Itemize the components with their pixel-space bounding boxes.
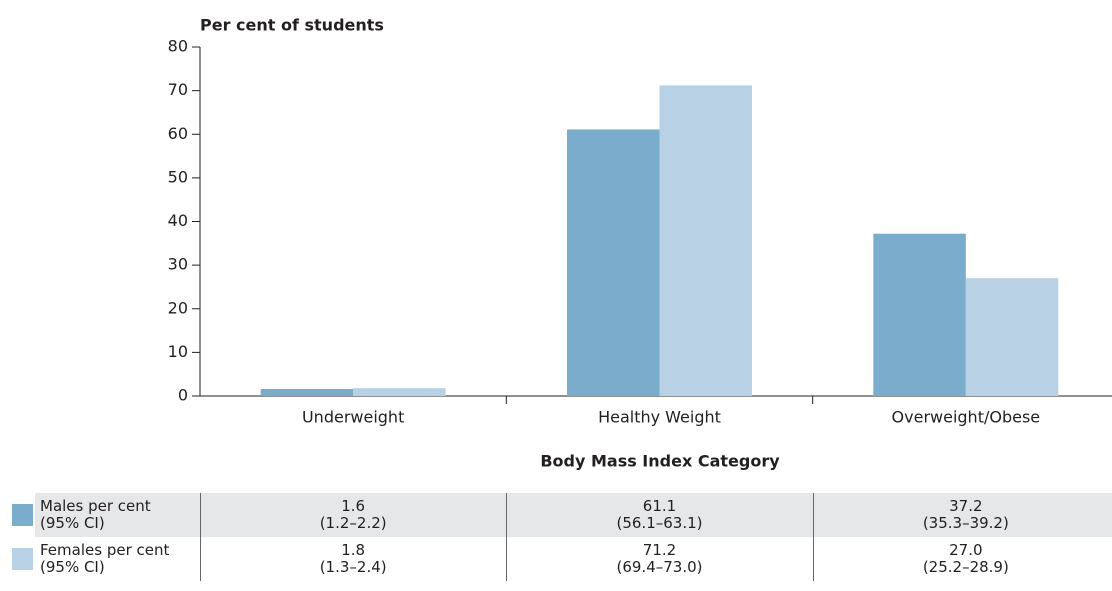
y-tick-label: 80 — [168, 37, 188, 56]
bar — [353, 388, 446, 396]
table-divider — [200, 493, 201, 581]
value-label: 37.2 — [949, 497, 983, 515]
table-divider — [812, 493, 814, 581]
ci-label: (69.4–73.0) — [616, 558, 703, 576]
legend-label: Males per cent (95% CI) — [40, 497, 151, 532]
legend-label: Females per cent (95% CI) — [40, 541, 170, 576]
y-tick-label: 60 — [168, 124, 188, 143]
value-label: 1.8 — [341, 541, 366, 559]
x-tick-label: Overweight/Obese — [892, 408, 1041, 427]
ci-label: (56.1–63.1) — [616, 514, 703, 532]
table-divider — [506, 493, 508, 581]
legend-swatch — [12, 504, 33, 526]
y-tick-label: 40 — [168, 211, 188, 230]
bar — [873, 233, 966, 396]
value-label: 1.6 — [341, 497, 366, 515]
y-tick-label: 70 — [168, 80, 188, 99]
bar — [260, 389, 354, 396]
ci-label: (35.3–39.2) — [922, 514, 1009, 532]
table-cell: 27.0 (25.2–28.9) — [813, 537, 1112, 581]
value-label: 71.2 — [642, 541, 677, 559]
ci-label: (1.2–2.2) — [319, 514, 387, 532]
table-cell: 61.1 (56.1–63.1) — [506, 493, 812, 537]
table-cell: 37.2 (35.3–39.2) — [813, 493, 1112, 537]
x-tick-label: Healthy Weight — [598, 408, 721, 427]
table-cell: 71.2 (69.4–73.0) — [506, 537, 812, 581]
value-label: 61.1 — [642, 497, 677, 515]
y-tick-label: 20 — [168, 298, 188, 317]
table-row: 1.8 (1.3–2.4) 71.2 (69.4–73.0) 27.0 (25.2–28.… — [35, 537, 1112, 581]
table-cell: 1.8 (1.3–2.4) — [200, 537, 506, 581]
y-tick-label: 10 — [168, 342, 188, 361]
ci-label: (1.3–2.4) — [319, 558, 387, 576]
y-tick-label: 30 — [168, 255, 188, 274]
y-tick-label: 50 — [168, 167, 188, 186]
value-label: 27.0 — [949, 541, 983, 559]
x-tick-label: Underweight — [302, 408, 404, 427]
table-cell: 1.6 (1.2–2.2) — [200, 493, 506, 537]
ci-label: (25.2–28.9) — [922, 558, 1009, 576]
x-axis-title: Body Mass Index Category — [540, 452, 780, 471]
y-axis-title: Per cent of students — [200, 16, 384, 35]
bar — [965, 278, 1059, 396]
bar — [659, 85, 752, 396]
bar — [567, 129, 660, 397]
table-row: 1.6 (1.2–2.2) 61.1 (56.1–63.1) 37.2 (35.3–39.… — [35, 493, 1112, 537]
legend-swatch — [12, 548, 33, 570]
y-tick-label: 0 — [178, 386, 188, 405]
